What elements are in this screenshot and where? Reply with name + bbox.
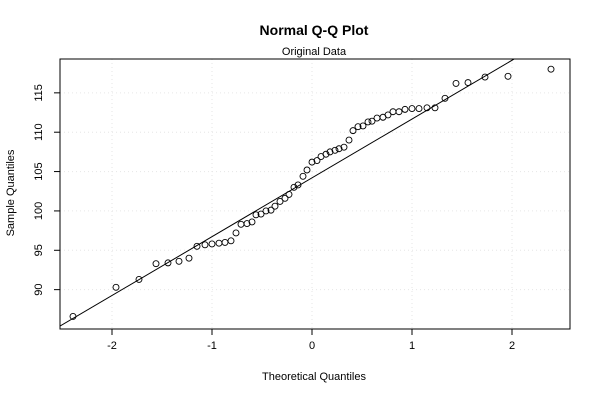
- chart-subtitle: Original Data: [282, 46, 347, 58]
- data-point: [415, 105, 423, 113]
- data-point: [401, 105, 409, 113]
- x-axis-label: Theoretical Quantiles: [262, 371, 366, 383]
- data-point: [208, 240, 216, 248]
- data-point: [331, 146, 339, 154]
- data-point: [340, 143, 348, 151]
- data-point: [373, 114, 381, 122]
- y-tick-label: 115: [33, 84, 45, 102]
- data-point: [389, 108, 397, 116]
- y-tick-label: 105: [33, 162, 45, 180]
- data-point: [271, 202, 279, 210]
- data-point: [164, 259, 172, 267]
- x-tick-label: -1: [207, 340, 217, 352]
- data-point: [368, 117, 376, 125]
- data-point: [262, 207, 270, 215]
- data-point: [326, 148, 334, 156]
- data-point: [384, 111, 392, 119]
- data-point: [345, 136, 353, 144]
- data-point: [201, 241, 209, 249]
- data-point: [285, 190, 293, 198]
- data-point: [276, 198, 284, 205]
- data-point: [267, 206, 275, 214]
- data-point: [441, 94, 449, 102]
- x-tick-label: 2: [509, 340, 515, 352]
- data-point: [281, 194, 289, 202]
- y-tick-label: 110: [33, 123, 45, 141]
- data-point: [175, 257, 183, 265]
- x-tick-label: 0: [309, 340, 315, 352]
- data-point: [221, 238, 229, 246]
- x-tick-label: 1: [409, 340, 415, 352]
- data-point: [152, 260, 160, 268]
- data-point: [423, 104, 431, 112]
- data-point: [252, 211, 260, 219]
- data-point: [313, 157, 321, 164]
- data-point: [322, 150, 330, 158]
- data-point: [257, 210, 265, 218]
- data-point: [308, 158, 316, 166]
- data-point: [290, 183, 298, 191]
- data-point: [227, 237, 235, 245]
- data-point: [547, 65, 555, 73]
- data-point: [364, 118, 372, 126]
- data-point: [135, 275, 143, 283]
- data-point: [335, 145, 343, 153]
- y-tick-label: 95: [33, 244, 45, 256]
- data-point: [354, 123, 362, 131]
- data-point: [464, 79, 472, 87]
- data-point: [237, 220, 245, 228]
- y-tick-label: 90: [33, 284, 45, 296]
- chart-title: Normal Q-Q Plot: [260, 22, 369, 38]
- y-axis: 90 95 100 105 110 115: [33, 84, 61, 296]
- data-point: [193, 242, 201, 250]
- data-point: [299, 172, 307, 180]
- data-point: [359, 122, 367, 130]
- data-point: [481, 73, 489, 81]
- data-point: [243, 220, 251, 227]
- data-point: [349, 127, 357, 135]
- data-point: [452, 79, 460, 87]
- data-point: [248, 218, 256, 226]
- data-point: [504, 72, 512, 80]
- data-point: [408, 105, 416, 113]
- plot-frame: [59, 58, 571, 330]
- data-point: [395, 108, 403, 116]
- reference-line-layer: [60, 59, 516, 327]
- data-points: [69, 65, 555, 320]
- data-point: [69, 312, 77, 320]
- data-point: [431, 104, 439, 112]
- y-tick-label: 100: [33, 202, 45, 220]
- x-tick-label: -2: [107, 340, 117, 352]
- reference-line: [60, 59, 516, 327]
- data-point: [294, 181, 302, 189]
- x-axis: -2 -1 0 1 2: [107, 328, 515, 352]
- data-point: [215, 239, 223, 247]
- data-point: [185, 254, 193, 262]
- grid: [60, 59, 570, 329]
- data-point: [112, 283, 120, 291]
- data-point: [303, 166, 311, 174]
- y-axis-label: Sample Quantiles: [5, 149, 17, 236]
- data-point: [232, 229, 240, 237]
